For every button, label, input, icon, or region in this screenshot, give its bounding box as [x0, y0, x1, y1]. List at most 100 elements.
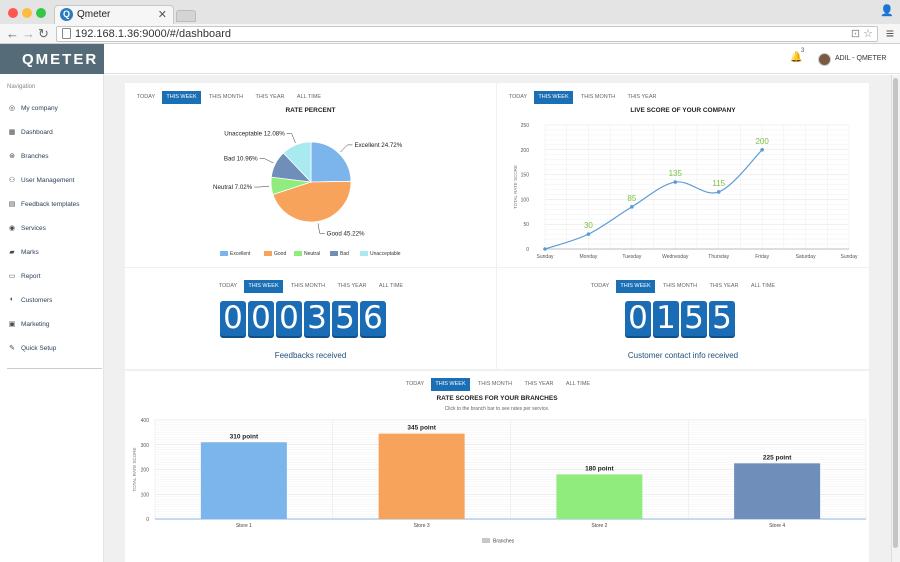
- bar-store-1[interactable]: [200, 442, 287, 519]
- tab-all-time[interactable]: ALL TIME: [750, 283, 776, 289]
- tab-this-year[interactable]: THIS YEAR: [709, 283, 739, 289]
- marks-icon: ▰: [9, 249, 15, 256]
- sidebar-item-services[interactable]: ◉ Services: [0, 220, 103, 240]
- legend-item-unacceptable[interactable]: Unacceptable: [370, 251, 401, 257]
- branches-bar-chart: 0 100 200 300 400 TOTAL RATE SCORE 310 point St…: [132, 418, 867, 545]
- data-point[interactable]: [716, 190, 721, 194]
- sidebar-item-label: My company: [21, 105, 58, 112]
- tab-this-year[interactable]: THIS YEAR: [524, 381, 554, 387]
- bar-store-2[interactable]: [556, 474, 643, 519]
- app-logo[interactable]: QMETER: [0, 44, 104, 74]
- sidebar-item-marketing[interactable]: ▣ Marketing: [0, 316, 103, 336]
- sidebar-item-feedback-templates[interactable]: ▤ Feedback templates: [0, 196, 103, 216]
- tab-today[interactable]: TODAY: [218, 283, 238, 289]
- legend-swatch: [482, 538, 490, 543]
- forward-arrow-icon[interactable]: →: [22, 26, 35, 41]
- reload-icon[interactable]: ↻: [38, 26, 49, 41]
- live-score-title: LIVE SCORE OF YOUR COMPANY: [630, 107, 736, 114]
- logo-text: QMETER: [22, 51, 99, 68]
- bar-store-3[interactable]: [378, 433, 465, 519]
- tab-this-month[interactable]: THIS MONTH: [662, 283, 698, 289]
- tab-this-year[interactable]: THIS YEAR: [337, 283, 367, 289]
- legend-item-neutral[interactable]: Neutral: [304, 251, 321, 257]
- person-icon[interactable]: 👤: [880, 5, 894, 17]
- bookmark-star-icon[interactable]: ⊡ ☆: [850, 28, 873, 40]
- new-tab-button[interactable]: [176, 10, 196, 22]
- close-window-button[interactable]: [8, 8, 18, 18]
- bell-icon[interactable]: 🔔: [790, 52, 803, 63]
- tab-all-time[interactable]: ALL TIME: [296, 94, 322, 100]
- tab-this-month[interactable]: THIS MONTH: [477, 381, 513, 387]
- sidebar-item-branches[interactable]: ⊛ Branches: [0, 148, 103, 168]
- notification-count: 3: [801, 48, 805, 54]
- tab-this-week[interactable]: THIS WEEK: [244, 280, 283, 293]
- marketing-icon: ▣: [8, 321, 16, 328]
- tab-this-week[interactable]: THIS WEEK: [431, 378, 470, 391]
- sidebar-item-dashboard[interactable]: ▦ Dashboard: [0, 124, 103, 144]
- pie-label-connector: [340, 144, 353, 153]
- address-bar[interactable]: 192.168.1.36:9000/#/dashboard ⊡ ☆: [56, 26, 878, 42]
- data-point[interactable]: [673, 180, 678, 184]
- counter-digit: 6: [360, 301, 386, 336]
- sidebar-item-user-management[interactable]: ⚇ User Management: [0, 172, 103, 192]
- branches-title: RATE SCORES FOR YOUR BRANCHES: [436, 395, 558, 402]
- legend-swatch: [294, 251, 302, 256]
- tab-today[interactable]: TODAY: [405, 381, 425, 387]
- live-score-series-line: [544, 149, 763, 250]
- bar-store-4[interactable]: [734, 463, 821, 519]
- close-icon[interactable]: ✕: [157, 9, 167, 21]
- maximize-window-button[interactable]: [36, 8, 46, 18]
- sidebar-item-customers[interactable]: ◐ Customers: [0, 292, 103, 312]
- menu-icon[interactable]: ≡: [885, 25, 894, 41]
- x-tick-label: Saturday: [796, 254, 817, 260]
- y-tick-label: 400: [141, 418, 150, 424]
- sidebar-item-label: Quick Setup: [21, 345, 57, 352]
- tab-this-month[interactable]: THIS MONTH: [580, 94, 616, 100]
- pie-slice-excellent[interactable]: [310, 141, 352, 183]
- tab-today[interactable]: TODAY: [136, 94, 156, 100]
- legend-item-excellent[interactable]: Excellent: [230, 251, 251, 257]
- x-tick-label: Tuesday: [622, 254, 641, 260]
- branches-subtitle: Click to the branch bar to see rates per…: [444, 406, 550, 412]
- y-tick-label: 200: [521, 148, 530, 154]
- tab-today[interactable]: TODAY: [508, 94, 528, 100]
- username[interactable]: ADIL - QMETER: [835, 55, 887, 62]
- back-arrow-icon[interactable]: ←: [6, 26, 19, 41]
- sidebar-item-report[interactable]: ▭ Report: [0, 268, 103, 288]
- tab-this-year[interactable]: THIS YEAR: [627, 94, 657, 100]
- pie-slice-label: Good 45.22%: [327, 230, 365, 237]
- tab-all-time[interactable]: ALL TIME: [378, 283, 404, 289]
- data-point[interactable]: [586, 232, 591, 236]
- avatar[interactable]: [818, 53, 831, 66]
- x-tick-label: Store 3: [414, 523, 430, 529]
- tab-today[interactable]: TODAY: [590, 283, 610, 289]
- tab-this-week[interactable]: THIS WEEK: [534, 91, 573, 104]
- url-text[interactable]: 192.168.1.36:9000/#/dashboard: [75, 28, 231, 40]
- tab-this-month[interactable]: THIS MONTH: [208, 94, 244, 100]
- sidebar-item-my-company[interactable]: ◎ My company: [0, 100, 103, 120]
- legend-item-bad[interactable]: Bad: [340, 251, 349, 257]
- scrollbar-thumb[interactable]: [893, 78, 898, 548]
- pie-slice-unacceptable[interactable]: [282, 141, 312, 184]
- tab-title: Qmeter: [77, 9, 111, 20]
- tab-this-month[interactable]: THIS MONTH: [290, 283, 326, 289]
- data-point[interactable]: [543, 247, 547, 251]
- data-point[interactable]: [760, 148, 764, 152]
- tab-this-year[interactable]: THIS YEAR: [255, 94, 285, 100]
- browser-tab[interactable]: Q Qmeter ✕: [54, 5, 174, 24]
- minimize-window-button[interactable]: [22, 8, 32, 18]
- sidebar-item-label: Report: [21, 273, 41, 280]
- data-point[interactable]: [630, 205, 634, 209]
- legend-item-good[interactable]: Good: [274, 251, 287, 257]
- sidebar-item-quick-setup[interactable]: ✎ Quick Setup: [0, 340, 103, 360]
- sidebar-item-marks[interactable]: ▰ Marks: [0, 244, 103, 264]
- legend-item-branches[interactable]: Branches: [493, 539, 515, 545]
- tab-this-week[interactable]: THIS WEEK: [616, 280, 655, 293]
- pie-slice-label: Excellent 24.72%: [354, 142, 402, 149]
- bar-value-label: 345 point: [407, 425, 436, 432]
- pie-slice-good[interactable]: [272, 180, 352, 223]
- counter-digit: 5: [332, 301, 358, 336]
- y-tick-label: 50: [523, 222, 529, 228]
- tab-all-time[interactable]: ALL TIME: [565, 381, 591, 387]
- tab-this-week[interactable]: THIS WEEK: [162, 91, 201, 104]
